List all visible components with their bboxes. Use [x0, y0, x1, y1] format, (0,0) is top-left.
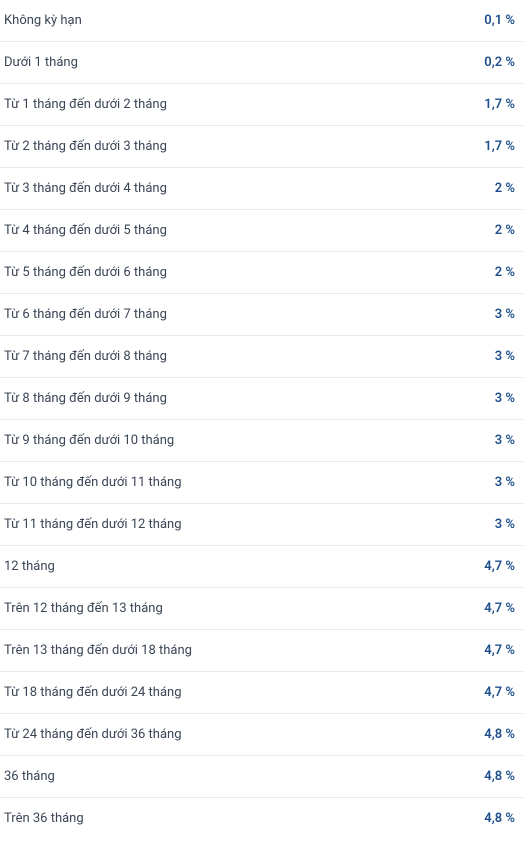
table-row: Từ 11 tháng đến dưới 12 tháng 3 %: [0, 504, 523, 546]
term-label: Không kỳ hạn: [4, 13, 82, 28]
interest-rate-table: Không kỳ hạn 0,1 % Dưới 1 tháng 0,2 % Từ 1 t…: [0, 0, 523, 839]
term-label: Từ 4 tháng đến dưới 5 tháng: [4, 223, 167, 238]
term-label: Từ 3 tháng đến dưới 4 tháng: [4, 181, 167, 196]
rate-value: 0,2 %: [484, 55, 515, 70]
rate-value: 1,7 %: [484, 97, 515, 112]
table-row: Không kỳ hạn 0,1 %: [0, 0, 523, 42]
term-label: Từ 1 tháng đến dưới 2 tháng: [4, 97, 167, 112]
rate-value: 4,7 %: [484, 601, 515, 616]
term-label: Trên 12 tháng đến 13 tháng: [4, 601, 163, 616]
term-label: Từ 2 tháng đến dưới 3 tháng: [4, 139, 167, 154]
table-row: Từ 2 tháng đến dưới 3 tháng 1,7 %: [0, 126, 523, 168]
term-label: 36 tháng: [4, 769, 55, 784]
rate-value: 4,8 %: [484, 811, 515, 826]
table-row: Dưới 1 tháng 0,2 %: [0, 42, 523, 84]
table-row: Từ 18 tháng đến dưới 24 tháng 4,7 %: [0, 672, 523, 714]
table-row: Trên 12 tháng đến 13 tháng 4,7 %: [0, 588, 523, 630]
term-label: Dưới 1 tháng: [4, 55, 78, 70]
term-label: Trên 36 tháng: [4, 811, 84, 826]
term-label: Từ 5 tháng đến dưới 6 tháng: [4, 265, 167, 280]
table-row: Từ 24 tháng đến dưới 36 tháng 4,8 %: [0, 714, 523, 756]
table-row: Từ 9 tháng đến dưới 10 tháng 3 %: [0, 420, 523, 462]
term-label: Từ 18 tháng đến dưới 24 tháng: [4, 685, 182, 700]
table-row: Từ 7 tháng đến dưới 8 tháng 3 %: [0, 336, 523, 378]
rate-value: 4,7 %: [484, 559, 515, 574]
term-label: Từ 24 tháng đến dưới 36 tháng: [4, 727, 182, 742]
rate-value: 4,7 %: [484, 685, 515, 700]
rate-value: 1,7 %: [484, 139, 515, 154]
rate-value: 3 %: [495, 307, 515, 322]
rate-value: 3 %: [495, 433, 515, 448]
table-row: 36 tháng 4,8 %: [0, 756, 523, 798]
table-row: Trên 36 tháng 4,8 %: [0, 798, 523, 839]
rate-value: 3 %: [495, 517, 515, 532]
rate-value: 4,7 %: [484, 643, 515, 658]
table-row: Trên 13 tháng đến dưới 18 tháng 4,7 %: [0, 630, 523, 672]
rate-value: 3 %: [495, 391, 515, 406]
table-row: Từ 5 tháng đến dưới 6 tháng 2 %: [0, 252, 523, 294]
table-row: 12 tháng 4,7 %: [0, 546, 523, 588]
term-label: 12 tháng: [4, 559, 55, 574]
rate-value: 3 %: [495, 349, 515, 364]
rate-value: 0,1 %: [484, 13, 515, 28]
rate-value: 2 %: [495, 265, 515, 280]
rate-value: 4,8 %: [484, 769, 515, 784]
term-label: Từ 10 tháng đến dưới 11 tháng: [4, 475, 182, 490]
term-label: Từ 8 tháng đến dưới 9 tháng: [4, 391, 167, 406]
term-label: Từ 6 tháng đến dưới 7 tháng: [4, 307, 167, 322]
term-label: Từ 7 tháng đến dưới 8 tháng: [4, 349, 167, 364]
table-row: Từ 3 tháng đến dưới 4 tháng 2 %: [0, 168, 523, 210]
rate-value: 2 %: [495, 223, 515, 238]
term-label: Từ 11 tháng đến dưới 12 tháng: [4, 517, 182, 532]
table-row: Từ 10 tháng đến dưới 11 tháng 3 %: [0, 462, 523, 504]
rate-value: 4,8 %: [484, 727, 515, 742]
table-row: Từ 8 tháng đến dưới 9 tháng 3 %: [0, 378, 523, 420]
table-row: Từ 1 tháng đến dưới 2 tháng 1,7 %: [0, 84, 523, 126]
rate-value: 2 %: [495, 181, 515, 196]
term-label: Trên 13 tháng đến dưới 18 tháng: [4, 643, 192, 658]
rate-value: 3 %: [495, 475, 515, 490]
table-row: Từ 6 tháng đến dưới 7 tháng 3 %: [0, 294, 523, 336]
table-row: Từ 4 tháng đến dưới 5 tháng 2 %: [0, 210, 523, 252]
term-label: Từ 9 tháng đến dưới 10 tháng: [4, 433, 174, 448]
